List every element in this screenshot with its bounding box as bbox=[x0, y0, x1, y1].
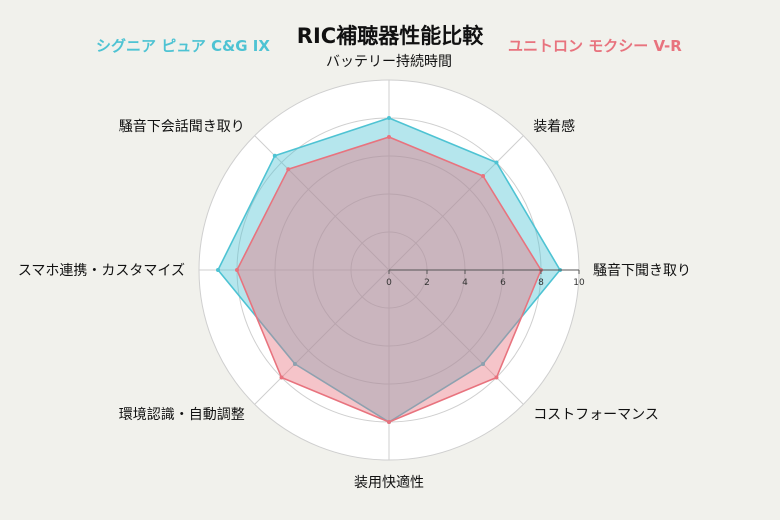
category-label: 装用快適性 bbox=[354, 474, 424, 491]
data-point bbox=[387, 420, 391, 424]
category-label: 環境認識・自動調整 bbox=[119, 407, 245, 423]
data-point bbox=[387, 135, 391, 139]
data-point bbox=[481, 173, 486, 178]
category-label: 装着感 bbox=[533, 118, 575, 135]
axis-spoke bbox=[254, 269, 390, 405]
legend-entry-signia: シグニア ピュア C&G IX bbox=[96, 37, 270, 55]
category-label: 騒音下会話聞き取り bbox=[119, 118, 245, 135]
radial-tick-label: 10 bbox=[573, 278, 585, 288]
data-point bbox=[387, 116, 391, 120]
radial-tick-label: 4 bbox=[462, 278, 468, 288]
category-label: スマホ連携・カスタマイズ bbox=[18, 263, 185, 279]
data-point bbox=[235, 268, 239, 272]
radial-tick-label: 8 bbox=[538, 278, 544, 288]
category-label: バッテリー持続時間 bbox=[326, 53, 452, 70]
data-point bbox=[272, 153, 277, 158]
data-point bbox=[481, 362, 486, 367]
axis-spoke bbox=[388, 135, 524, 271]
axis-spoke bbox=[254, 135, 390, 271]
data-point bbox=[286, 167, 291, 172]
radial-tick-label: 2 bbox=[424, 278, 430, 288]
data-point bbox=[292, 362, 297, 367]
axis-spoke bbox=[388, 269, 524, 405]
data-point bbox=[279, 375, 284, 380]
chart-title: RIC補聴器性能比較 bbox=[296, 24, 484, 48]
data-point bbox=[216, 268, 220, 272]
category-label: 騒音下聞き取り bbox=[593, 262, 691, 279]
radial-tick-label: 0 bbox=[386, 278, 392, 288]
category-label: コストフォーマンス bbox=[533, 407, 659, 423]
data-point bbox=[494, 160, 499, 165]
legend-entry-unitron: ユニトロン モクシー V-R bbox=[508, 37, 682, 55]
radial-tick-label: 6 bbox=[500, 278, 506, 288]
data-point bbox=[494, 375, 499, 380]
